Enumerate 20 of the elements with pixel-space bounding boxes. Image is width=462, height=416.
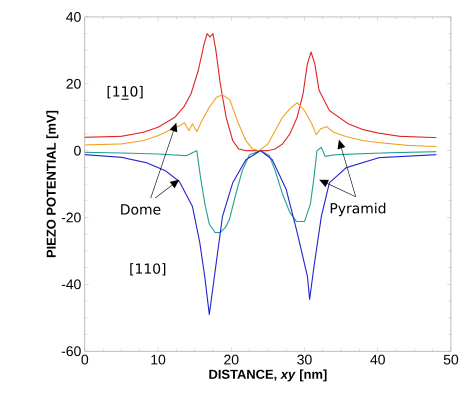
annotation: Dome <box>121 204 160 215</box>
line-series <box>84 150 437 315</box>
y-tick-label: 40 <box>66 12 81 22</box>
x-tick-label: 40 <box>370 354 385 365</box>
y-tick-label: -60 <box>62 346 81 356</box>
y-tick-label: -40 <box>62 279 81 290</box>
x-tick-label: 0 <box>81 354 88 365</box>
x-tick-label: 10 <box>151 354 166 365</box>
x-tick-label: 20 <box>224 354 238 365</box>
y-tick-label: -20 <box>62 212 81 222</box>
annotation: [110] <box>130 263 166 276</box>
y-tick-label: 20 <box>66 78 81 89</box>
x-tick-label: 30 <box>297 354 312 365</box>
line-series <box>84 146 437 234</box>
annotation: [11̲0] <box>108 86 143 100</box>
x-axis-title: DISTANCE, xy [nm] <box>209 369 327 382</box>
y-axis-title: PIEZO POTENTIAL [mV] <box>46 110 58 258</box>
x-tick-label: 50 <box>444 354 458 365</box>
y-tick-label: 0 <box>74 146 81 156</box>
annotation: Pyramid <box>330 202 386 216</box>
